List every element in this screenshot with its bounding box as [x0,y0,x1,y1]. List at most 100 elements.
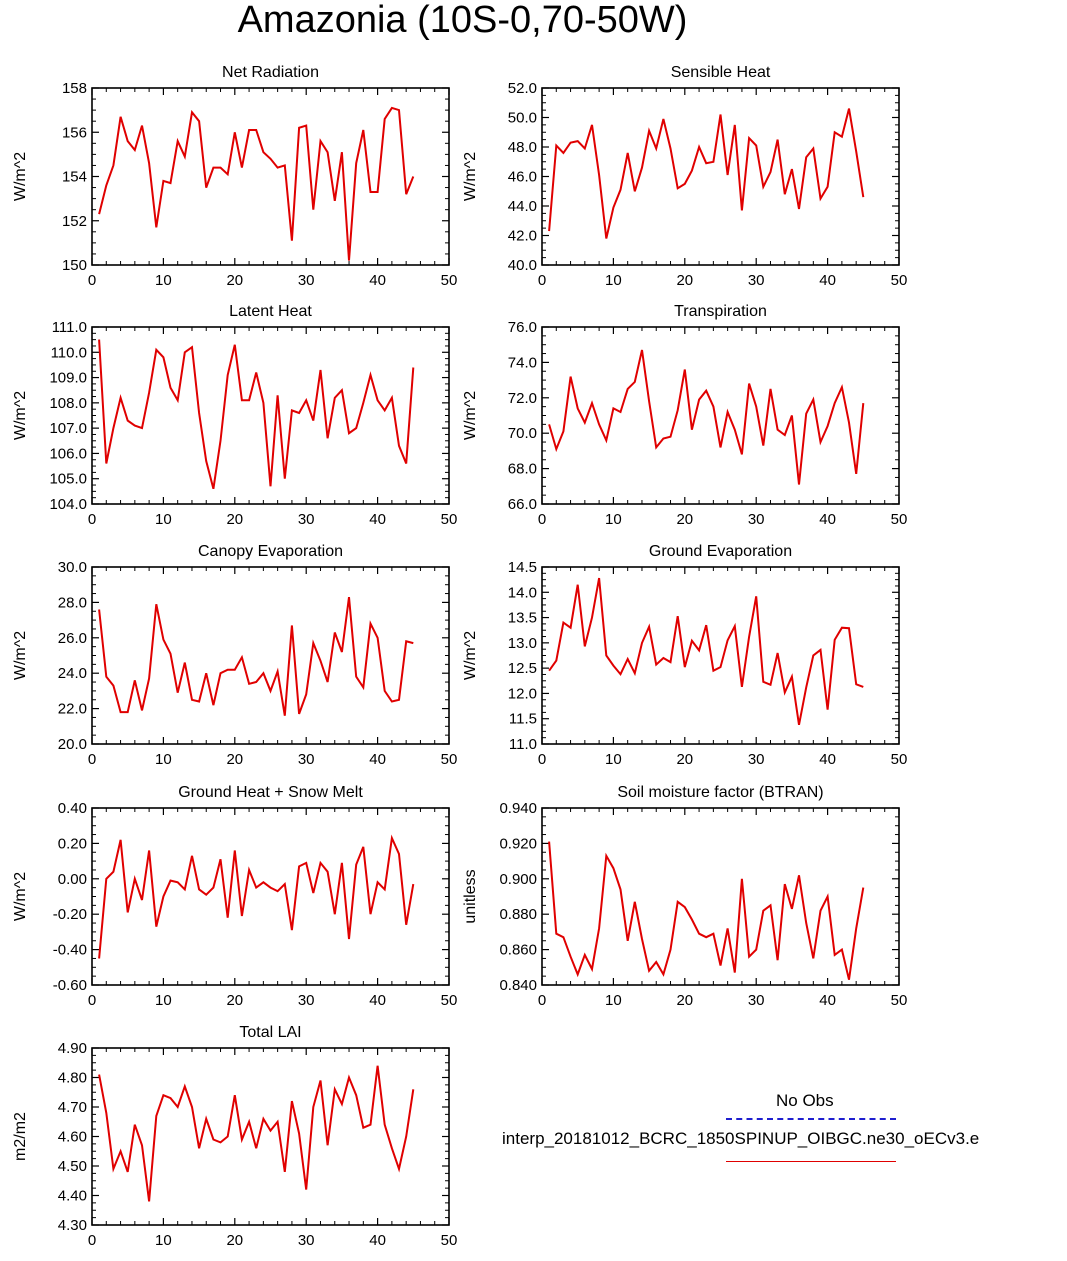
y-tick-label: 0.920 [499,835,537,852]
y-tick-label: 28.0 [58,594,87,611]
series-line [548,349,865,485]
x-tick-label: 40 [819,751,836,768]
x-tick-label: 50 [441,992,458,1009]
panel-title: Canopy Evaporation [198,543,343,560]
x-tick-label: 10 [605,272,622,289]
x-tick-label: 0 [88,272,96,289]
y-tick-label: 66.0 [508,496,537,513]
y-tick-label: 4.50 [58,1158,87,1175]
x-tick-label: 30 [298,1232,315,1249]
y-axis-label: W/m^2 [12,631,29,680]
y-tick-label: 74.0 [508,354,537,371]
x-tick-label: 50 [441,511,458,528]
x-tick-label: 20 [226,751,243,768]
y-tick-label: 12.0 [508,685,537,702]
x-tick-label: 40 [819,511,836,528]
x-tick-label: 10 [605,751,622,768]
panel-title: Sensible Heat [671,64,771,81]
y-axis-label: W/m^2 [12,152,29,201]
x-tick-label: 40 [369,1232,386,1249]
x-tick-label: 0 [538,511,546,528]
x-tick-label: 30 [298,511,315,528]
y-tick-label: 50.0 [508,110,537,127]
panel-canopy-evaporation: Canopy Evaporation W/m^2 20.0 22.0 24.0 26.0 2… [12,543,457,768]
plot-frame [91,87,450,266]
y-axis-label: W/m^2 [462,631,479,680]
panel-title: Net Radiation [222,64,319,81]
series-line [98,834,415,959]
x-tick-label: 40 [819,992,836,1009]
x-tick-label: 30 [298,751,315,768]
x-tick-label: 50 [891,751,908,768]
y-tick-label: 110.0 [51,344,87,361]
y-tick-label: 11.5 [509,711,537,728]
y-tick-label: 4.80 [58,1070,87,1087]
plot-frame [91,1047,450,1226]
x-tick-label: 40 [819,272,836,289]
x-tick-label: 40 [369,751,386,768]
y-tick-label: 111.0 [52,319,87,336]
panel-latent-heat: Latent Heat W/m^2 104.0 105.0 106.0 107.0 108.… [12,303,457,528]
x-tick-label: 10 [605,992,622,1009]
legend-model-line [726,1161,896,1162]
panel-soil-moisture-factor-btran: Soil moisture factor (BTRAN) unitless 0.84… [462,784,907,1009]
x-tick-label: 20 [226,992,243,1009]
y-tick-label: 107.0 [49,420,87,437]
series-line [98,1065,415,1202]
y-tick-label: 104.0 [49,496,87,513]
legend: No Obs interp_20181012_BCRC_1850SPINUP_O… [500,1088,1067,1178]
y-tick-label: 150 [62,257,87,274]
x-tick-label: 30 [298,992,315,1009]
x-tick-label: 30 [748,272,765,289]
y-tick-label: 13.0 [508,635,537,652]
panel-ground-evaporation: Ground Evaporation W/m^2 11.0 11.5 12.0 12.5 1… [462,543,907,768]
x-tick-label: 10 [155,992,172,1009]
y-tick-label: 14.0 [508,584,537,601]
y-axis-label: m2/m2 [12,1112,29,1161]
y-tick-label: 11.0 [509,736,537,753]
x-tick-label: 30 [748,511,765,528]
y-tick-label: 108.0 [49,395,87,412]
y-tick-label: 72.0 [508,390,537,407]
y-tick-label: 0.00 [58,871,87,888]
x-tick-label: 50 [891,511,908,528]
x-tick-label: 10 [155,751,172,768]
plot-frame [91,566,450,745]
series-line [548,841,865,980]
y-tick-label: 0.860 [499,942,537,959]
y-tick-label: 0.40 [58,800,87,817]
y-tick-label: 76.0 [508,319,537,336]
y-tick-label: 44.0 [508,198,537,215]
y-axis-label: W/m^2 [462,391,479,440]
y-tick-label: 106.0 [49,445,87,462]
legend-obs-label: No Obs [776,1091,834,1110]
y-tick-label: 12.5 [508,660,537,677]
y-tick-label: 13.5 [508,610,537,627]
figure-title: Amazonia (10S-0,70-50W) [237,0,688,41]
plot-frame [541,807,900,986]
x-tick-label: 0 [538,751,546,768]
y-axis-label: W/m^2 [12,391,29,440]
x-tick-label: 0 [538,992,546,1009]
series-line [98,596,414,716]
y-tick-label: 24.0 [58,665,87,682]
y-tick-label: 105.0 [49,471,87,488]
x-tick-label: 0 [538,272,546,289]
panel-title: Latent Heat [229,303,312,320]
y-tick-label: 22.0 [58,701,87,718]
x-tick-label: 40 [369,511,386,528]
x-tick-label: 20 [676,272,693,289]
y-tick-label: 52.0 [508,80,537,97]
x-tick-label: 10 [155,511,172,528]
panel-ground-heat-snow-melt: Ground Heat + Snow Melt W/m^2 -0.60 -0.40 -0… [12,784,457,1009]
x-tick-label: 30 [748,992,765,1009]
x-tick-label: 50 [441,1232,458,1249]
y-tick-label: 4.70 [58,1099,87,1116]
series-line [98,339,415,490]
y-tick-label: 68.0 [508,461,537,478]
x-tick-label: 0 [88,751,96,768]
x-tick-label: 10 [155,1232,172,1249]
y-tick-label: 0.880 [499,906,537,923]
panel-transpiration: Transpiration W/m^2 66.0 68.0 70.0 72.0 74.0 76… [462,303,907,528]
